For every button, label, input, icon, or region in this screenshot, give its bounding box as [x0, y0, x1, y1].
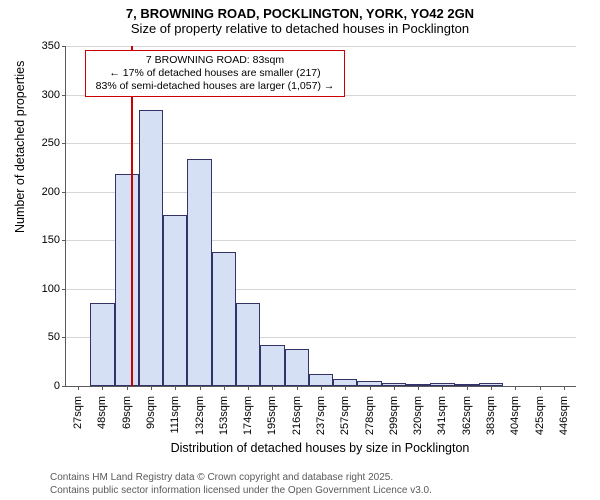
y-tick-label: 50 [48, 331, 66, 343]
histogram-bar [285, 349, 309, 386]
x-tick-mark [297, 386, 298, 390]
x-tick-mark [200, 386, 201, 390]
x-tick-mark [175, 386, 176, 390]
histogram-bar [90, 303, 114, 386]
x-tick-mark [345, 386, 346, 390]
x-tick-label: 237sqm [315, 392, 327, 435]
x-tick-mark [564, 386, 565, 390]
x-tick-mark [321, 386, 322, 390]
x-tick-label: 111sqm [169, 392, 181, 434]
histogram-bar [260, 345, 284, 386]
y-tick-label: 150 [42, 234, 66, 246]
x-tick-label: 69sqm [121, 392, 133, 429]
histogram-bar [236, 303, 260, 386]
x-tick-label: 132sqm [194, 392, 206, 435]
y-tick-label: 300 [42, 89, 66, 101]
footer-line-1: Contains HM Land Registry data © Crown c… [50, 472, 432, 485]
x-tick-mark [248, 386, 249, 390]
x-tick-mark [102, 386, 103, 390]
x-tick-mark [151, 386, 152, 390]
x-tick-label: 153sqm [218, 392, 230, 435]
x-tick-label: 278sqm [364, 392, 376, 435]
histogram-bar [139, 110, 163, 386]
footer-attribution: Contains HM Land Registry data © Crown c… [50, 472, 432, 497]
x-tick-mark [370, 386, 371, 390]
x-tick-label: 425sqm [534, 392, 546, 435]
y-tick-label: 250 [42, 137, 66, 149]
gridline [66, 46, 576, 47]
x-tick-label: 299sqm [388, 392, 400, 435]
x-tick-mark [78, 386, 79, 390]
x-axis-label: Distribution of detached houses by size … [171, 441, 470, 455]
x-tick-mark [540, 386, 541, 390]
x-tick-mark [394, 386, 395, 390]
x-tick-mark [127, 386, 128, 390]
chart-title-sub: Size of property relative to detached ho… [0, 21, 600, 40]
histogram-bar [115, 174, 139, 386]
x-tick-label: 195sqm [266, 392, 278, 435]
x-tick-mark [515, 386, 516, 390]
footer-line-2: Contains public sector information licen… [50, 485, 432, 498]
histogram-bar [309, 374, 333, 386]
x-tick-label: 90sqm [145, 392, 157, 429]
x-tick-label: 174sqm [242, 392, 254, 435]
x-tick-label: 404sqm [509, 392, 521, 435]
x-tick-label: 257sqm [339, 392, 351, 435]
histogram-bar [187, 159, 211, 386]
histogram-bar [333, 379, 357, 386]
x-tick-mark [442, 386, 443, 390]
y-axis-label: Number of detached properties [13, 193, 27, 233]
annotation-line: ← 17% of detached houses are smaller (21… [92, 67, 338, 80]
chart-title-main: 7, BROWNING ROAD, POCKLINGTON, YORK, YO4… [0, 0, 600, 21]
annotation-line: 7 BROWNING ROAD: 83sqm [92, 54, 338, 67]
x-tick-label: 446sqm [558, 392, 570, 435]
x-tick-label: 320sqm [412, 392, 424, 435]
x-tick-mark [491, 386, 492, 390]
x-tick-mark [418, 386, 419, 390]
x-tick-mark [272, 386, 273, 390]
x-tick-mark [224, 386, 225, 390]
x-tick-label: 216sqm [291, 392, 303, 435]
x-tick-label: 362sqm [461, 392, 473, 435]
annotation-line: 83% of semi-detached houses are larger (… [92, 80, 338, 93]
x-tick-label: 383sqm [485, 392, 497, 435]
y-tick-label: 200 [42, 186, 66, 198]
x-tick-mark [467, 386, 468, 390]
x-tick-label: 48sqm [96, 392, 108, 429]
x-tick-label: 27sqm [72, 392, 84, 429]
annotation-box: 7 BROWNING ROAD: 83sqm← 17% of detached … [85, 50, 345, 97]
histogram-bar [212, 252, 236, 386]
y-tick-label: 0 [54, 380, 66, 392]
chart-container: 7, BROWNING ROAD, POCKLINGTON, YORK, YO4… [0, 0, 600, 500]
y-tick-label: 100 [42, 283, 66, 295]
histogram-bar [163, 215, 187, 386]
y-tick-label: 350 [42, 40, 66, 52]
x-tick-label: 341sqm [436, 392, 448, 435]
